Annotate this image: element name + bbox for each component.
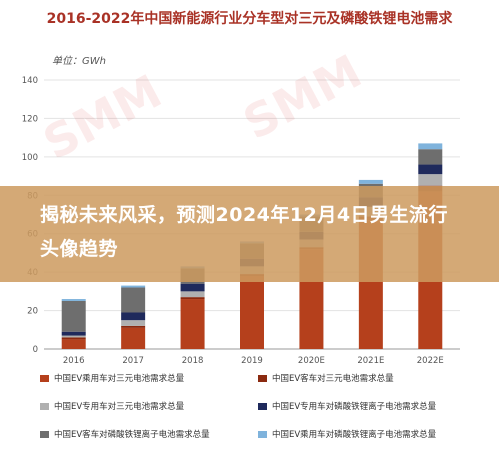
legend-swatch bbox=[40, 375, 49, 382]
legend-item: 中国EV客车对三元电池需求总量 bbox=[258, 372, 394, 384]
bar-segment bbox=[121, 325, 146, 328]
legend-swatch bbox=[258, 403, 267, 410]
x-tick-label: 2021E bbox=[357, 356, 384, 366]
legend-label: 中国EV专用车对磷酸铁锂离子电池需求总量 bbox=[272, 402, 437, 412]
bar-segment bbox=[358, 179, 383, 184]
legend-swatch bbox=[40, 431, 49, 438]
legend-item: 中国EV乘用车对三元电池需求总量 bbox=[40, 372, 184, 384]
bar-segment bbox=[61, 300, 86, 332]
x-tick-label: 2018 bbox=[182, 356, 204, 366]
overlay-banner bbox=[0, 186, 499, 282]
legend-item: 中国EV乘用车对磷酸铁锂离子电池需求总量 bbox=[258, 428, 436, 440]
y-tick-label: 20 bbox=[27, 307, 38, 317]
x-tick-label: 2019 bbox=[241, 356, 263, 366]
banner-text: 揭秘未来风采，预测2024年12月4日男生流行头像趋势 bbox=[40, 204, 449, 260]
unit-label: 单位：GWh bbox=[52, 56, 106, 67]
bar-segment bbox=[121, 320, 146, 326]
legend-label: 中国EV客车对磷酸铁锂离子电池需求总量 bbox=[54, 430, 210, 440]
bar-segment bbox=[61, 335, 86, 338]
bar-segment bbox=[121, 285, 146, 288]
bar-segment bbox=[121, 312, 146, 321]
legend-item: 中国EV客车对磷酸铁锂离子电池需求总量 bbox=[40, 428, 210, 440]
y-tick-label: 100 bbox=[22, 153, 38, 163]
bar-segment bbox=[180, 283, 205, 292]
legend-label: 中国EV客车对三元电池需求总量 bbox=[272, 374, 394, 384]
y-tick-label: 120 bbox=[22, 114, 38, 124]
bar-segment bbox=[61, 339, 86, 349]
bar-segment bbox=[121, 327, 146, 349]
bar-segment bbox=[180, 297, 205, 300]
y-tick-label: 0 bbox=[33, 345, 38, 355]
bar-segment bbox=[61, 331, 86, 336]
legend-item: 中国EV专用车对三元电池需求总量 bbox=[40, 400, 184, 412]
bar-segment bbox=[180, 299, 205, 349]
chart-title: 2016-2022年中国新能源行业分车型对三元及磷酸铁锂电池需求 bbox=[46, 11, 453, 27]
x-tick-label: 2017 bbox=[122, 356, 144, 366]
bar-segment bbox=[240, 275, 264, 349]
bar-segment bbox=[418, 164, 443, 175]
legend-label: 中国EV乘用车对磷酸铁锂离子电池需求总量 bbox=[272, 430, 437, 440]
y-tick-label: 140 bbox=[22, 76, 38, 86]
bar-segment bbox=[61, 337, 86, 340]
legend-swatch bbox=[258, 431, 267, 438]
legend-label: 中国EV乘用车对三元电池需求总量 bbox=[54, 374, 185, 384]
x-tick-label: 2020E bbox=[298, 356, 325, 366]
legend-item: 中国EV专用车对磷酸铁锂离子电池需求总量 bbox=[258, 400, 436, 412]
x-tick-label: 2022E bbox=[417, 356, 444, 366]
bar-segment bbox=[418, 174, 443, 186]
legend-label: 中国EV专用车对三元电池需求总量 bbox=[54, 402, 185, 412]
legend-swatch bbox=[258, 375, 267, 382]
bar-segment bbox=[180, 291, 205, 298]
bar-segment bbox=[418, 143, 443, 150]
bar-segment bbox=[121, 287, 146, 313]
bar-segment bbox=[61, 299, 86, 301]
bar-segment bbox=[418, 149, 443, 165]
x-tick-label: 2016 bbox=[63, 356, 85, 366]
legend-swatch bbox=[40, 403, 49, 410]
